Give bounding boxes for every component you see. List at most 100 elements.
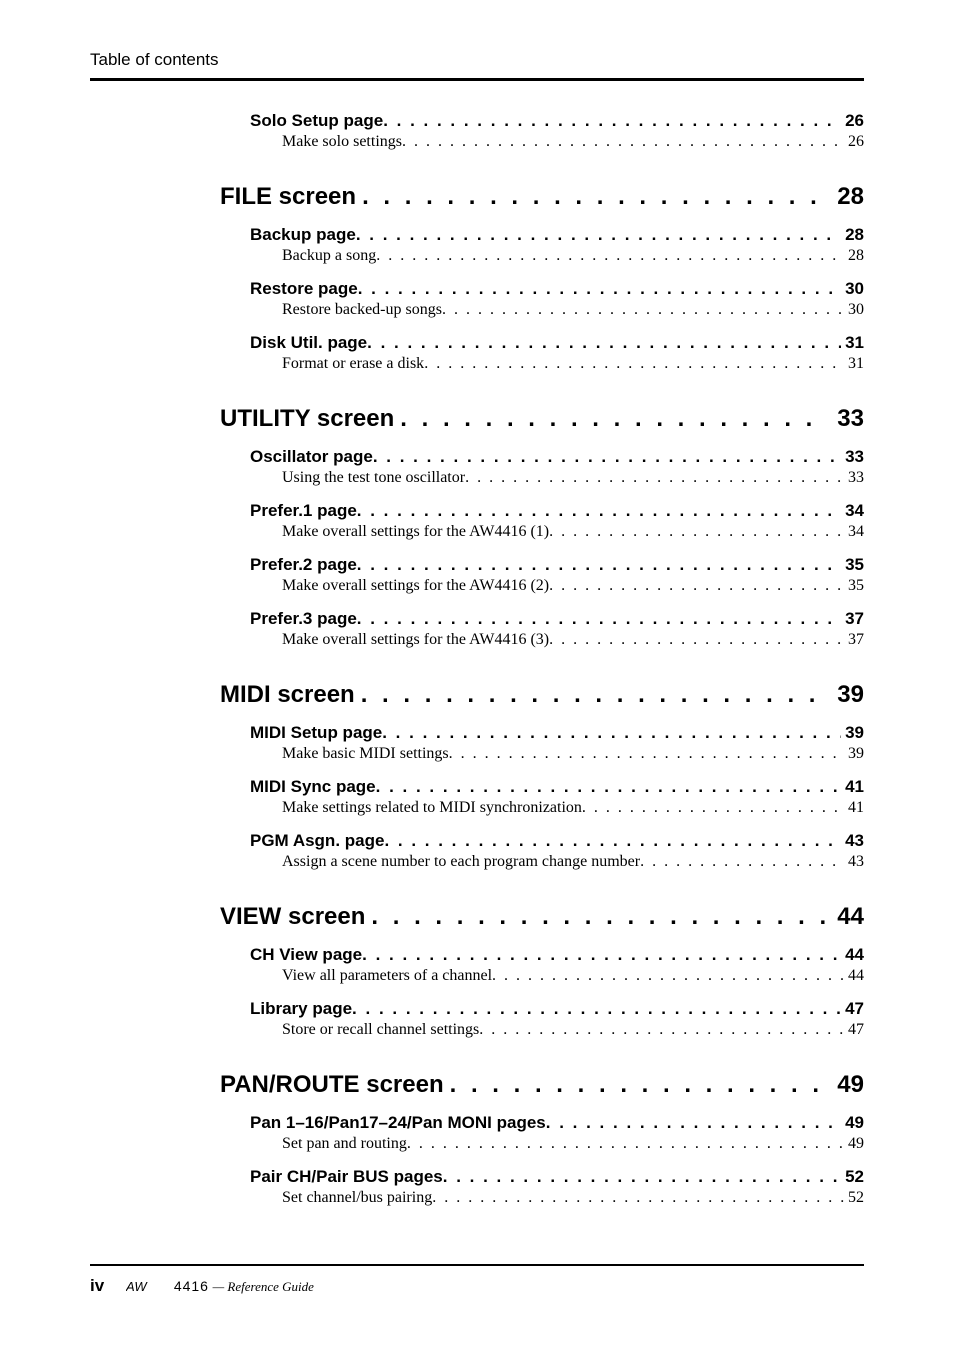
toc-label: Backup page: [250, 225, 356, 245]
toc-leader-dots: . . . . . . . . . . . . . . . . . . . . …: [357, 555, 841, 575]
toc-label: Prefer.3 page: [250, 609, 357, 629]
toc-page: 30: [844, 301, 864, 319]
toc-label: UTILITY screen: [220, 405, 400, 433]
toc-page: 30: [841, 279, 864, 299]
toc-page: 37: [841, 609, 864, 629]
svg-text:AW: AW: [126, 1279, 148, 1293]
toc-label: MIDI Sync page: [250, 777, 376, 797]
toc-entry: Pan 1–16/Pan17–24/Pan MONI pages . . . .…: [250, 1113, 864, 1133]
page-header-title: Table of contents: [90, 50, 864, 70]
toc-label: Make overall settings for the AW4416 (3): [282, 631, 549, 649]
toc-entry: MIDI Sync page . . . . . . . . . . . . .…: [250, 777, 864, 797]
toc-leader-dots: . . . . . . . . . . . . . . . . . . . . …: [383, 111, 841, 131]
toc-label: Pan 1–16/Pan17–24/Pan MONI pages: [250, 1113, 546, 1133]
toc-leader-dots: . . . . . . . . . . . . . . . . . . . . …: [373, 447, 841, 467]
toc-page: 28: [844, 247, 864, 265]
toc-page: 39: [827, 681, 864, 709]
toc-leader-dots: . . . . . . . . . . . . . . . . . . . . …: [465, 469, 844, 487]
toc-page: 28: [827, 183, 864, 211]
toc-label: Backup a song: [282, 247, 376, 265]
toc-leader-dots: . . . . . . . . . . . . . . . . . . . . …: [640, 853, 844, 871]
toc-leader-dots: . . . . . . . . . . . . . . . . . . . . …: [361, 681, 828, 709]
toc-label: Solo Setup page: [250, 111, 383, 131]
toc-sub: Make overall settings for the AW4416 (1)…: [282, 523, 864, 541]
toc-container: Solo Setup page . . . . . . . . . . . . …: [220, 111, 864, 1207]
footer-page-number: iv: [90, 1276, 104, 1295]
footer-rule: [90, 1264, 864, 1266]
toc-label: Make basic MIDI settings: [282, 745, 449, 763]
toc-page: 47: [844, 1021, 864, 1039]
header-rule: [90, 78, 864, 81]
toc-leader-dots: . . . . . . . . . . . . . . . . . . . . …: [400, 405, 827, 433]
toc-section: VIEW screen . . . . . . . . . . . . . . …: [220, 903, 864, 931]
toc-label: Make overall settings for the AW4416 (1): [282, 523, 549, 541]
toc-label: Make solo settings: [282, 133, 402, 151]
toc-entry: Prefer.1 page . . . . . . . . . . . . . …: [250, 501, 864, 521]
toc-entry: Backup page . . . . . . . . . . . . . . …: [250, 225, 864, 245]
toc-sub: Make solo settings . . . . . . . . . . .…: [282, 133, 864, 151]
toc-leader-dots: . . . . . . . . . . . . . . . . . . . . …: [382, 723, 841, 743]
toc-sub: Backup a song . . . . . . . . . . . . . …: [282, 247, 864, 265]
toc-sub: Assign a scene number to each program ch…: [282, 853, 864, 871]
toc-label: Library page: [250, 999, 352, 1019]
toc-page: 33: [827, 405, 864, 433]
toc-label: Store or recall channel settings: [282, 1021, 479, 1039]
toc-page: 34: [844, 523, 864, 541]
toc-page: 35: [844, 577, 864, 595]
toc-page: 52: [844, 1189, 864, 1207]
toc-entry: Prefer.2 page . . . . . . . . . . . . . …: [250, 555, 864, 575]
toc-label: PAN/ROUTE screen: [220, 1071, 450, 1099]
toc-page: 44: [827, 903, 864, 931]
toc-leader-dots: . . . . . . . . . . . . . . . . . . . . …: [492, 967, 844, 985]
toc-entry: PGM Asgn. page . . . . . . . . . . . . .…: [250, 831, 864, 851]
toc-label: Disk Util. page: [250, 333, 367, 353]
toc-leader-dots: . . . . . . . . . . . . . . . . . . . . …: [479, 1021, 844, 1039]
toc-page: 41: [844, 799, 864, 817]
toc-entry: Prefer.3 page . . . . . . . . . . . . . …: [250, 609, 864, 629]
toc-page: 43: [844, 853, 864, 871]
toc-leader-dots: . . . . . . . . . . . . . . . . . . . . …: [357, 609, 841, 629]
footer-guide: — Reference Guide: [213, 1279, 314, 1294]
toc-label: Format or erase a disk: [282, 355, 424, 373]
toc-page: 37: [844, 631, 864, 649]
toc-section: FILE screen . . . . . . . . . . . . . . …: [220, 183, 864, 211]
toc-page: 52: [841, 1167, 864, 1187]
toc-sub: Set pan and routing . . . . . . . . . . …: [282, 1135, 864, 1153]
toc-label: Restore backed-up songs: [282, 301, 442, 319]
toc-page: 43: [841, 831, 864, 851]
toc-sub: Set channel/bus pairing . . . . . . . . …: [282, 1189, 864, 1207]
toc-leader-dots: . . . . . . . . . . . . . . . . . . . . …: [367, 333, 841, 353]
toc-label: PGM Asgn. page: [250, 831, 384, 851]
toc-leader-dots: . . . . . . . . . . . . . . . . . . . . …: [449, 745, 844, 763]
toc-leader-dots: . . . . . . . . . . . . . . . . . . . . …: [376, 247, 844, 265]
toc-sub: Format or erase a disk . . . . . . . . .…: [282, 355, 864, 373]
toc-page: 49: [827, 1071, 864, 1099]
toc-leader-dots: . . . . . . . . . . . . . . . . . . . . …: [407, 1135, 844, 1153]
toc-section: UTILITY screen . . . . . . . . . . . . .…: [220, 405, 864, 433]
toc-page: 44: [844, 967, 864, 985]
toc-leader-dots: . . . . . . . . . . . . . . . . . . . . …: [384, 831, 841, 851]
toc-sub: Using the test tone oscillator . . . . .…: [282, 469, 864, 487]
toc-leader-dots: . . . . . . . . . . . . . . . . . . . . …: [358, 279, 841, 299]
toc-label: Make overall settings for the AW4416 (2): [282, 577, 549, 595]
toc-label: View all parameters of a channel: [282, 967, 492, 985]
toc-page: 35: [841, 555, 864, 575]
toc-page: 31: [841, 333, 864, 353]
toc-page: 49: [844, 1135, 864, 1153]
toc-page: 49: [841, 1113, 864, 1133]
toc-label: MIDI screen: [220, 681, 361, 709]
toc-label: Prefer.1 page: [250, 501, 357, 521]
toc-section: PAN/ROUTE screen . . . . . . . . . . . .…: [220, 1071, 864, 1099]
toc-entry: Solo Setup page . . . . . . . . . . . . …: [250, 111, 864, 131]
toc-page: 33: [841, 447, 864, 467]
toc-sub: Make overall settings for the AW4416 (2)…: [282, 577, 864, 595]
toc-entry: Disk Util. page . . . . . . . . . . . . …: [250, 333, 864, 353]
toc-label: Using the test tone oscillator: [282, 469, 465, 487]
toc-leader-dots: . . . . . . . . . . . . . . . . . . . . …: [352, 999, 841, 1019]
toc-leader-dots: . . . . . . . . . . . . . . . . . . . . …: [549, 523, 844, 541]
toc-leader-dots: . . . . . . . . . . . . . . . . . . . . …: [450, 1071, 828, 1099]
toc-label: MIDI Setup page: [250, 723, 382, 743]
toc-entry: Restore page . . . . . . . . . . . . . .…: [250, 279, 864, 299]
toc-leader-dots: . . . . . . . . . . . . . . . . . . . . …: [402, 133, 844, 151]
toc-label: FILE screen: [220, 183, 362, 211]
